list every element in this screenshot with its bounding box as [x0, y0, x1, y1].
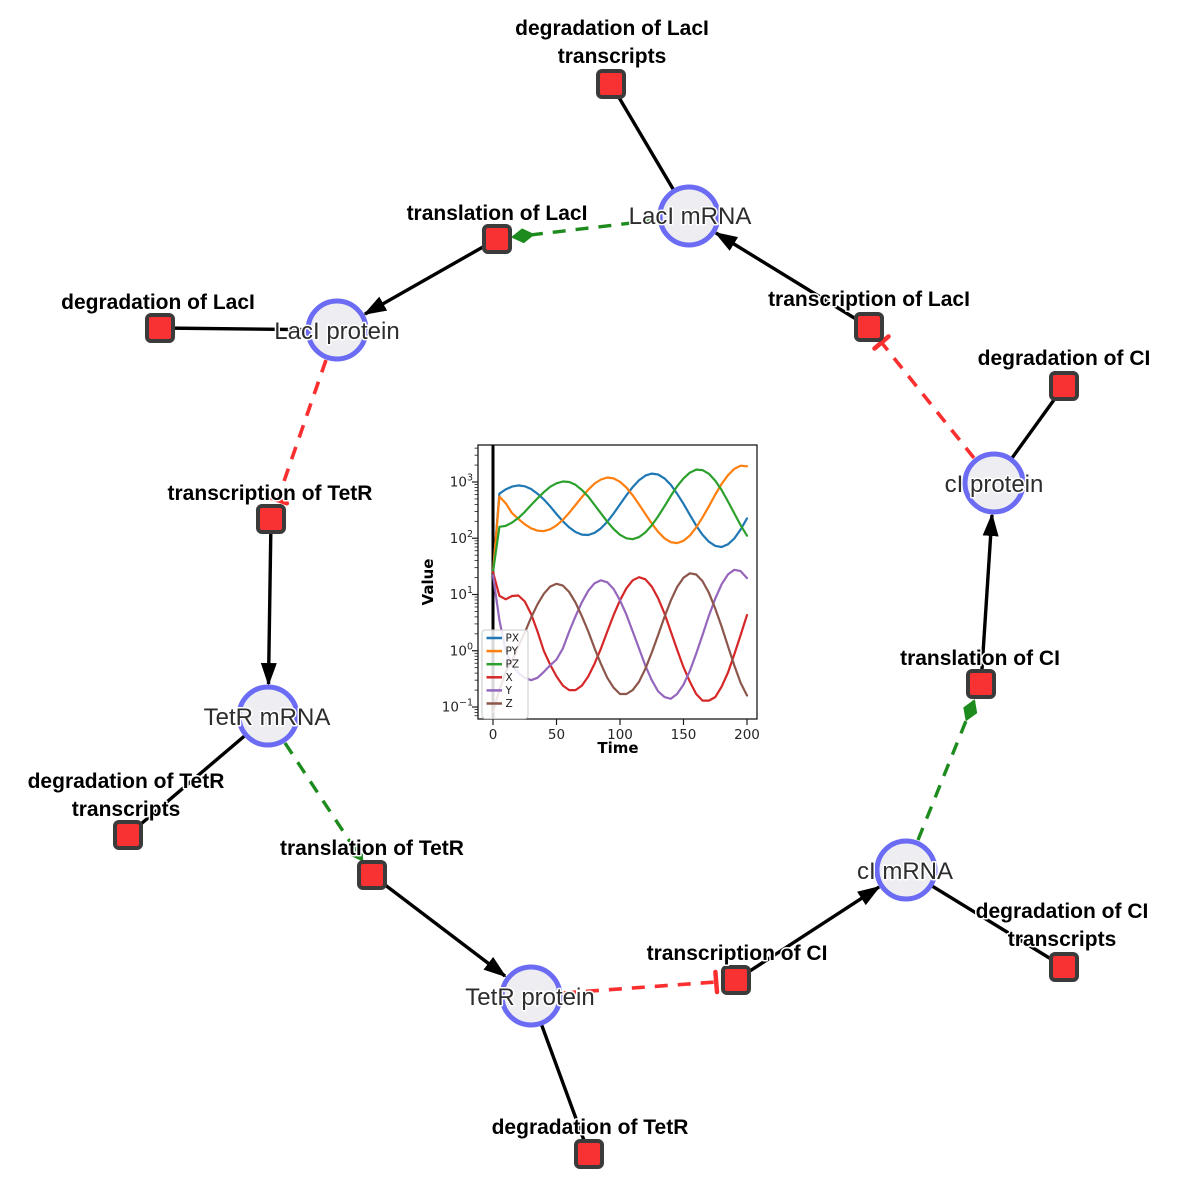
reaction-node-degradation-tetr-transcripts[interactable]	[113, 820, 143, 850]
species-node-tetr-protein[interactable]	[499, 964, 563, 1028]
label-tetr-mrna: TetR mRNA	[204, 704, 331, 731]
edge-ci-mrna-modifies-translation-ci	[916, 699, 978, 841]
inhibition-bar-transcription-laci	[872, 334, 891, 351]
legend-label-Z: Z	[506, 698, 513, 710]
label-laci-mrna: LacI mRNA	[629, 203, 752, 230]
nodes-layer	[113, 69, 1079, 1169]
edge-laci-mrna-modifies-translation-laci	[511, 218, 658, 244]
edge-translation-ci-to-ci-protein	[979, 513, 999, 685]
edge-translation-tetr-to-tetr-protein	[370, 873, 507, 978]
label-degradation-ci-transcripts-line2: transcripts	[1008, 928, 1117, 951]
label-degradation-tetr: degradation of TetR	[492, 1116, 689, 1139]
x-tick-label: 100	[607, 727, 633, 743]
edge-transcription-ci-to-ci-mrna	[735, 885, 881, 982]
inhibition-bar-transcription-ci	[713, 969, 720, 995]
y-tick-label: 102	[450, 529, 473, 547]
edge-tetr-mrna-modifies-translation-tetr	[283, 742, 364, 862]
species-node-laci-mrna[interactable]	[657, 184, 721, 248]
label-degradation-laci: degradation of LacI	[61, 291, 255, 314]
reaction-node-transcription-tetr[interactable]	[256, 504, 286, 534]
series-line-PZ	[491, 468, 749, 574]
edge-laci-protein-inhibits-transcription-tetr	[275, 359, 328, 501]
y-axis-title: Value	[419, 559, 437, 606]
species-node-tetr-mrna[interactable]	[236, 684, 300, 748]
reaction-node-translation-ci[interactable]	[966, 669, 996, 699]
label-ci-mrna: cI mRNA	[857, 858, 953, 885]
label-degradation-ci: degradation of CI	[978, 347, 1151, 370]
reaction-node-transcription-ci[interactable]	[721, 965, 751, 995]
reaction-node-degradation-ci-transcripts[interactable]	[1049, 952, 1079, 982]
species-node-ci-mrna[interactable]	[874, 838, 938, 902]
x-tick-label: 150	[671, 727, 697, 743]
series-line-Z	[491, 572, 749, 714]
y-tick-label: 103	[450, 473, 473, 491]
species-node-laci-protein[interactable]	[305, 298, 369, 362]
species-node-ci-protein[interactable]	[962, 451, 1026, 515]
series-line-PX	[491, 472, 749, 574]
legend-label-Y: Y	[505, 685, 513, 697]
label-transcription-laci: transcription of LacI	[768, 288, 970, 311]
reaction-node-translation-laci[interactable]	[482, 224, 512, 254]
edge-transcription-tetr-to-tetr-mrna	[260, 518, 277, 686]
y-tick-label: 100	[450, 641, 473, 659]
label-translation-laci: translation of LacI	[407, 202, 588, 225]
edge-ci-protein-inhibits-transcription-laci	[880, 341, 976, 460]
y-tick-label: 101	[450, 585, 473, 603]
label-translation-ci: translation of CI	[900, 647, 1060, 670]
label-degradation-tetr-transcripts-line1: degradation of TetR	[28, 770, 225, 793]
x-tick-label: 50	[548, 727, 565, 743]
label-tetr-protein: TetR protein	[465, 984, 594, 1011]
reaction-node-translation-tetr[interactable]	[357, 860, 387, 890]
labels-layer: degradation of LacI transcripts translat…	[26, 16, 1152, 1141]
x-tick-label: 0	[489, 727, 498, 743]
label-degradation-ci-transcripts-line1: degradation of CI	[976, 900, 1149, 923]
legend-label-X: X	[506, 672, 513, 684]
x-axis-title: Time	[597, 739, 638, 757]
legend-label-PX: PX	[506, 633, 520, 645]
edge-tetr-protein-inhibits-transcription-ci	[562, 980, 717, 995]
series-line-Y	[491, 568, 749, 700]
label-transcription-ci: transcription of CI	[647, 942, 828, 965]
label-laci-protein: LacI protein	[274, 318, 399, 345]
legend-label-PZ: PZ	[506, 659, 520, 671]
reaction-node-transcription-laci[interactable]	[854, 312, 884, 342]
label-degradation-tetr-transcripts-line2: transcripts	[72, 798, 181, 821]
label-ci-protein: cI protein	[945, 471, 1044, 498]
reaction-node-degradation-ci[interactable]	[1049, 371, 1079, 401]
legend-label-PY: PY	[506, 646, 519, 658]
reaction-node-degradation-laci[interactable]	[145, 313, 175, 343]
series-line-PY	[491, 464, 749, 574]
edge-transcription-laci-to-laci-mrna	[714, 231, 870, 329]
label-degradation-laci-transcripts-line2: transcripts	[558, 45, 667, 68]
edge-translation-laci-to-laci-protein	[363, 237, 498, 316]
label-transcription-tetr: transcription of TetR	[168, 482, 373, 505]
x-tick-label: 200	[734, 727, 760, 743]
inhibition-bar-transcription-tetr	[265, 494, 290, 506]
label-translation-tetr: translation of TetR	[280, 837, 464, 860]
reaction-node-degradation-tetr[interactable]	[574, 1139, 604, 1169]
label-degradation-laci-transcripts-line1: degradation of LacI	[515, 17, 709, 40]
reaction-node-degradation-laci-transcripts[interactable]	[596, 69, 626, 99]
y-tick-label: 10−1	[442, 698, 473, 716]
